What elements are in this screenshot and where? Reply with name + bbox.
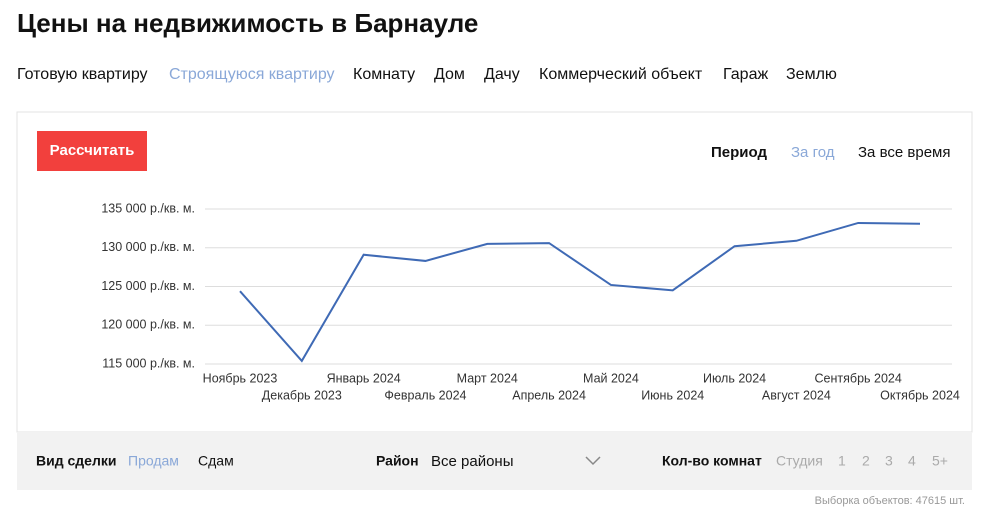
calc-button[interactable] [37, 131, 147, 171]
footer-count: Выборка объектов: 47615 шт. [815, 495, 965, 507]
x-tick-label: Март 2024 [457, 371, 518, 385]
calc-button-label[interactable]: Рассчитать [50, 142, 135, 159]
x-tick-label: Декабрь 2023 [262, 388, 342, 402]
deal-option[interactable]: Сдам [198, 453, 234, 469]
rooms-option[interactable]: 5+ [932, 453, 948, 469]
x-tick-label: Сентябрь 2024 [815, 371, 902, 385]
tab[interactable]: Землю [786, 66, 837, 83]
x-tick-label: Июнь 2024 [641, 388, 704, 402]
period-option[interactable]: За год [791, 144, 835, 161]
x-tick-label: Май 2024 [583, 371, 639, 385]
rooms-option[interactable]: 2 [862, 453, 870, 469]
price-line [239, 221, 921, 363]
y-tick-label: 115 000 р./кв. м. [102, 356, 195, 370]
rooms-label: Кол-во комнат [662, 453, 762, 469]
y-tick-label: 130 000 р./кв. м. [101, 240, 195, 254]
x-tick-label: Август 2024 [762, 388, 831, 402]
x-tick-label: Октябрь 2024 [880, 388, 960, 402]
y-tick-label: 120 000 р./кв. м. [101, 318, 195, 332]
rooms-option[interactable]: Студия [776, 453, 823, 469]
deal-option[interactable]: Продам [128, 453, 179, 469]
tab[interactable]: Гараж [723, 66, 768, 83]
y-tick-label: 125 000 р./кв. м. [101, 279, 195, 293]
period-option[interactable]: За все время [858, 144, 950, 161]
tab[interactable]: Строящуюся квартиру [169, 66, 335, 83]
deal-label: Вид сделки [36, 453, 116, 469]
district-label: Район [376, 453, 419, 469]
tab[interactable]: Дачу [484, 66, 520, 83]
x-tick-label: Февраль 2024 [384, 388, 466, 402]
x-tick-label: Ноябрь 2023 [203, 371, 278, 385]
rooms-option[interactable]: 4 [908, 453, 916, 469]
x-tick-label: Июль 2024 [703, 371, 766, 385]
y-tick-label: 135 000 р./кв. м. [101, 201, 195, 215]
x-tick-label: Апрель 2024 [512, 388, 586, 402]
dropdown-chevron[interactable] [585, 456, 601, 466]
district-select[interactable]: Все районы [431, 453, 514, 470]
page-title: Цены на недвижимость в Барнауле [17, 8, 478, 38]
x-tick-label: Январь 2024 [327, 371, 401, 385]
rooms-option[interactable]: 1 [838, 453, 846, 469]
rooms-option[interactable]: 3 [885, 453, 893, 469]
tab[interactable]: Комнату [353, 66, 415, 83]
tab[interactable]: Коммерческий объект [539, 66, 703, 83]
tab[interactable]: Готовую квартиру [17, 66, 148, 83]
filter-bar [17, 432, 972, 490]
period-label: Период [711, 144, 767, 161]
tab[interactable]: Дом [434, 66, 465, 83]
chart-card [16, 111, 973, 433]
